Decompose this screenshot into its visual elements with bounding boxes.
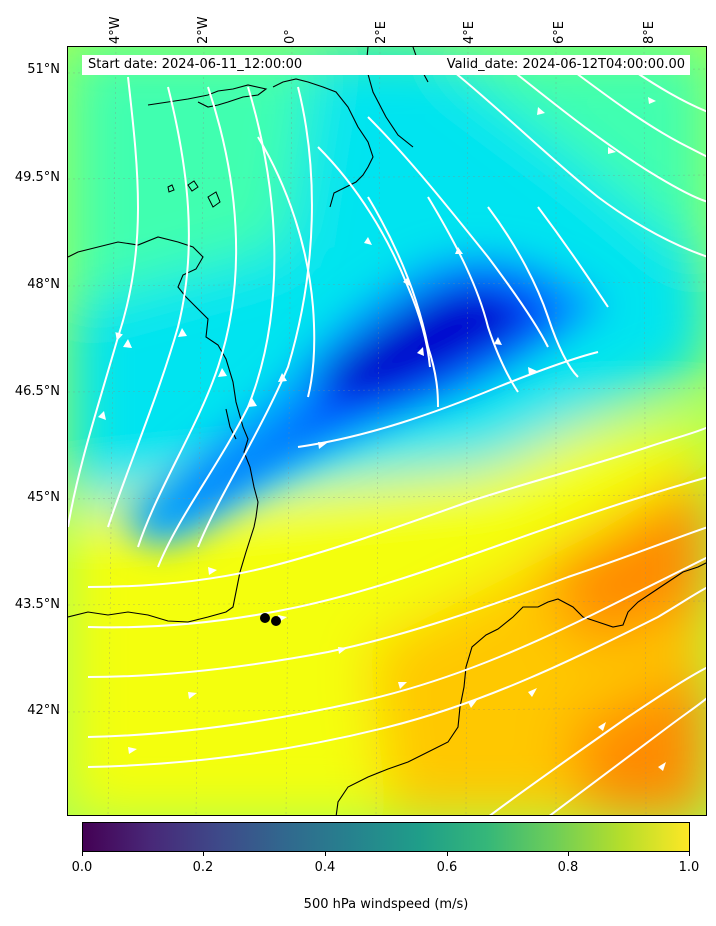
lat-label-46-5: 46.5°N [14, 384, 60, 399]
lon-label-2w: 2°W [196, 16, 211, 44]
lon-label-0: 0° [283, 29, 298, 44]
windspeed-map [68, 47, 706, 815]
lon-label-2e: 2°E [374, 21, 389, 44]
map-panel[interactable] [67, 46, 707, 816]
colorbar [82, 822, 690, 852]
lat-label-42: 42°N [27, 703, 60, 718]
lon-label-4e: 4°E [462, 21, 477, 44]
islands [167, 180, 221, 208]
lat-label-49-5: 49.5°N [14, 170, 60, 185]
colorbar-tick [203, 852, 204, 856]
start-date-label: Start date: 2024-06-11_12:00:00 [88, 57, 303, 72]
colorbar-tick-label: 0.4 [314, 860, 336, 875]
colorbar-title: 500 hPa windspeed (m/s) [303, 897, 469, 912]
valid-date-label: Valid_date: 2024-06-12T04:00:00.00 [446, 57, 685, 72]
lon-label-4w: 4°W [108, 16, 123, 44]
streamline-arrows [98, 97, 666, 771]
colorbar-tick-label: 0.0 [71, 860, 93, 875]
station-markers [260, 613, 281, 626]
station-marker-1[interactable] [260, 613, 270, 623]
colorbar-tick-label: 0.6 [436, 860, 458, 875]
colorbar-tick [568, 852, 569, 856]
lat-label-45: 45°N [27, 490, 60, 505]
colorbar-tick [447, 852, 448, 856]
colorbar-tick-label: 0.8 [557, 860, 579, 875]
lat-label-48: 48°N [27, 277, 60, 292]
station-marker-2[interactable] [271, 616, 281, 626]
colorbar-tick [325, 852, 326, 856]
graticule-lines [68, 47, 706, 815]
colorbar-tick-label: 0.2 [192, 860, 214, 875]
colorbar-tick [689, 852, 690, 856]
lon-label-6e: 6°E [552, 21, 567, 44]
lat-label-51: 51°N [27, 62, 60, 77]
info-box: Start date: 2024-06-11_12:00:00 Valid_da… [82, 55, 690, 75]
colorbar-tick-label: 1.0 [678, 860, 700, 875]
field-regions [68, 47, 706, 815]
colorbar-tick [82, 852, 83, 856]
lon-label-8e: 8°E [642, 21, 657, 44]
lat-label-43-5: 43.5°N [14, 597, 60, 612]
